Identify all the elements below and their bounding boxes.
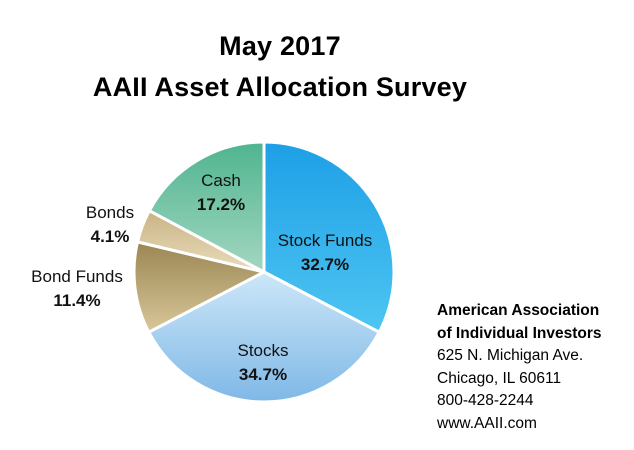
organization-info: American Association of Individual Inves… [437,300,632,435]
slice-label-cash: Cash [201,171,241,190]
slice-label-bonds: Bonds [86,203,134,222]
chart-title-line2: AAII Asset Allocation Survey [92,72,468,102]
pie-slice-stocks [147,270,381,404]
org-address-street: 625 N. Michigan Ave. [437,347,584,364]
org-phone: 800-428-2244 [437,392,534,409]
org-name-line1: American Association [437,302,600,319]
slice-label-stocks: Stocks [237,341,288,360]
pie-slice-stock-funds [262,140,396,334]
slice-label-stock-funds: Stock Funds [278,231,373,250]
org-name-line2: of Individual Investors [437,324,602,342]
slice-label-bond-funds: Bond Funds [31,267,123,286]
slice-value-stocks: 34.7% [239,365,287,384]
org-website: www.AAII.com [437,414,537,432]
slice-value-cash: 17.2% [197,195,245,214]
pie-slice-cash [147,140,266,274]
slice-value-bond-funds: 11.4% [53,291,100,310]
chart-title-line1: May 2017 [219,31,341,61]
slice-value-bonds: 4.1% [91,227,130,246]
slice-value-stock-funds: 32.7% [301,255,349,274]
org-address-city: Chicago, IL 60611 [437,369,562,387]
